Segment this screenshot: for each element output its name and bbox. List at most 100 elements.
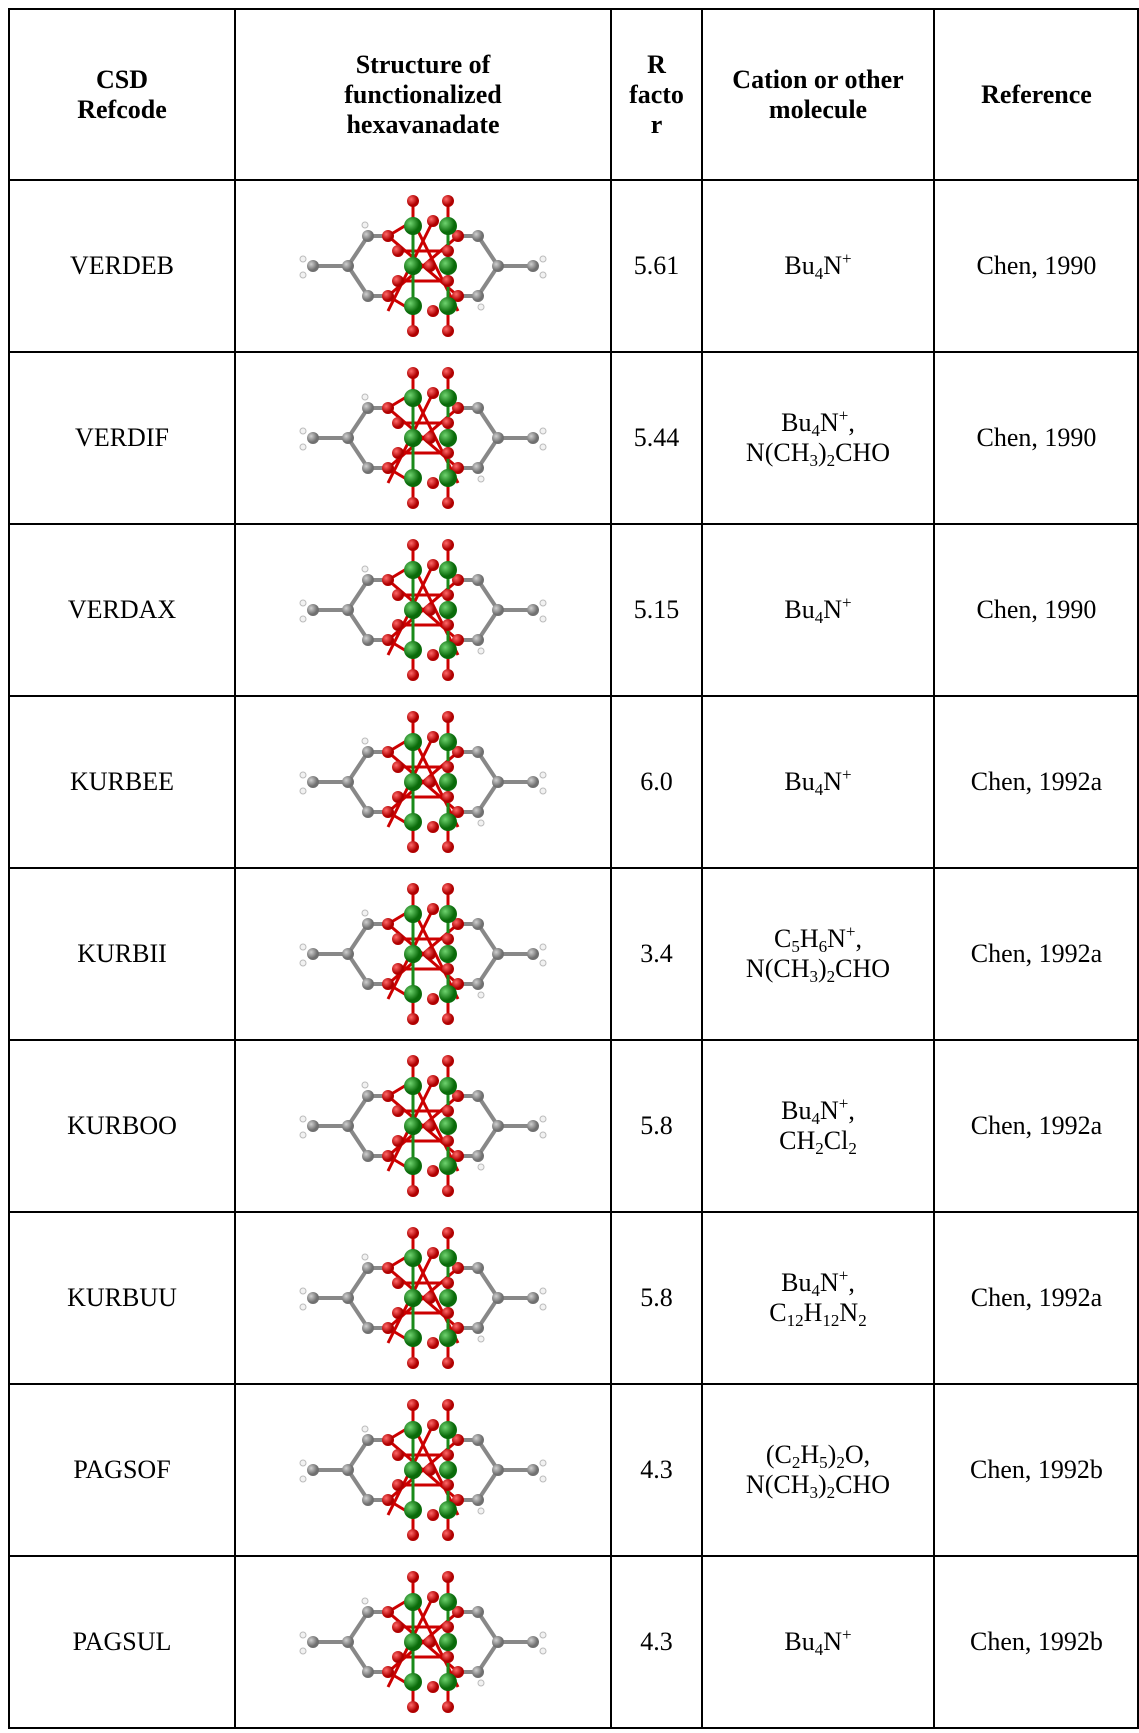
- cation-line: Bu4N+,: [781, 1268, 855, 1298]
- cation-line: N(CH3)2CHO: [746, 954, 890, 984]
- refcode-cell: KURBII: [9, 868, 235, 1040]
- formula-part: +: [842, 249, 852, 268]
- reference-cell: Chen, 1992b: [934, 1556, 1139, 1728]
- header-text: Reference: [981, 80, 1092, 110]
- refcode-cell: VERDAX: [9, 524, 235, 696]
- structure-image: [273, 1223, 573, 1373]
- refcode-cell: PAGSOF: [9, 1384, 235, 1556]
- formula-part: N: [827, 924, 846, 953]
- reference: Chen, 1990: [977, 251, 1097, 281]
- structure-image: [273, 1051, 573, 1201]
- row-border: [9, 1555, 1139, 1557]
- reference: Chen, 1992a: [971, 939, 1102, 969]
- header-text: facto: [629, 80, 684, 110]
- column-border: [933, 8, 935, 1729]
- structure-image: [273, 707, 573, 857]
- r-factor: 4.3: [640, 1627, 673, 1657]
- r-factor: 5.15: [634, 595, 680, 625]
- structure-cell: [235, 1384, 611, 1556]
- refcode: KURBOO: [67, 1111, 177, 1141]
- formula-part: C: [769, 1298, 786, 1327]
- formula-part: +: [842, 593, 852, 612]
- header-text: Structure of: [356, 50, 491, 80]
- formula-part: Bu: [784, 251, 814, 280]
- r-factor: 3.4: [640, 939, 673, 969]
- reference: Chen, 1992b: [970, 1627, 1103, 1657]
- formula-part: ,: [848, 1268, 855, 1297]
- formula-part: 2: [848, 1139, 857, 1158]
- r-factor-cell: 4.3: [611, 1556, 702, 1728]
- formula-part: C: [774, 924, 791, 953]
- reference: Chen, 1990: [977, 423, 1097, 453]
- formula-part: 3: [809, 1483, 818, 1502]
- r-factor: 6.0: [640, 767, 673, 797]
- formula-part: +: [846, 922, 856, 941]
- r-factor-cell: 3.4: [611, 868, 702, 1040]
- formula-part: 4: [815, 780, 824, 799]
- formula-part: Bu: [784, 767, 814, 796]
- r-factor: 4.3: [640, 1455, 673, 1485]
- cation-line: CH2Cl2: [779, 1126, 857, 1156]
- structure-cell: [235, 868, 611, 1040]
- formula-part: H: [800, 924, 819, 953]
- r-factor-cell: 5.8: [611, 1212, 702, 1384]
- refcode-cell: PAGSUL: [9, 1556, 235, 1728]
- row-border: [9, 1211, 1139, 1213]
- refcode: VERDAX: [68, 595, 176, 625]
- formula-part: O,: [845, 1440, 870, 1469]
- formula-part: Bu: [781, 1096, 811, 1125]
- header-text: CSD: [96, 65, 148, 95]
- row-border: [9, 1727, 1139, 1729]
- formula-part: ): [818, 438, 827, 467]
- cation-cell: Bu4N+,CH2Cl2: [702, 1040, 934, 1212]
- r-factor-cell: 4.3: [611, 1384, 702, 1556]
- formula-part: (C: [766, 1440, 792, 1469]
- cation-line: Bu4N+: [784, 767, 851, 797]
- formula-part: 12: [822, 1311, 839, 1330]
- cation-line: N(CH3)2CHO: [746, 438, 890, 468]
- structure-image: [273, 535, 573, 685]
- row-border: [9, 351, 1139, 353]
- cation-line: N(CH3)2CHO: [746, 1470, 890, 1500]
- formula-part: N: [820, 408, 839, 437]
- structure-image: [273, 1395, 573, 1545]
- formula-part: ,: [856, 924, 863, 953]
- cation-cell: Bu4N+: [702, 524, 934, 696]
- refcode-cell: VERDEB: [9, 180, 235, 352]
- cation-line: Bu4N+: [784, 1627, 851, 1657]
- cation-cell: C5H6N+,N(CH3)2CHO: [702, 868, 934, 1040]
- cation-cell: Bu4N+: [702, 1556, 934, 1728]
- formula-part: Bu: [784, 1627, 814, 1656]
- formula-part: N: [823, 251, 842, 280]
- formula-part: N: [820, 1268, 839, 1297]
- reference: Chen, 1992a: [971, 1283, 1102, 1313]
- structure-cell: [235, 524, 611, 696]
- header-text: R: [647, 50, 666, 80]
- formula-part: N(CH: [746, 438, 810, 467]
- cation-line: C12H12N2: [769, 1298, 866, 1328]
- refcode: VERDIF: [75, 423, 169, 453]
- formula-part: +: [839, 406, 849, 425]
- formula-part: 4: [815, 1640, 824, 1659]
- structure-cell: [235, 352, 611, 524]
- formula-part: N: [823, 767, 842, 796]
- structure-cell: [235, 1040, 611, 1212]
- column-border: [610, 8, 612, 1729]
- cation-line: (C2H5)2O,: [766, 1440, 870, 1470]
- reference: Chen, 1992a: [971, 767, 1102, 797]
- r-factor-cell: 5.44: [611, 352, 702, 524]
- formula-part: N: [820, 1096, 839, 1125]
- r-factor: 5.61: [634, 251, 680, 281]
- refcode: VERDEB: [70, 251, 174, 281]
- r-factor-cell: 5.61: [611, 180, 702, 352]
- reference-cell: Chen, 1992a: [934, 868, 1139, 1040]
- row-border: [9, 867, 1139, 869]
- header-cell: Reference: [934, 9, 1139, 180]
- row-border: [9, 1383, 1139, 1385]
- formula-part: 2: [827, 451, 836, 470]
- row-border: [9, 179, 1139, 181]
- column-border: [234, 8, 236, 1729]
- r-factor-cell: 5.15: [611, 524, 702, 696]
